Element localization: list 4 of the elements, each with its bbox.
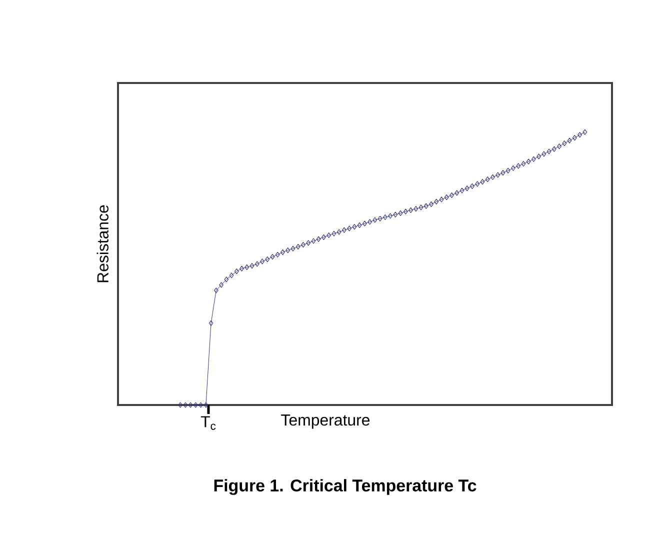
x-axis-title: Temperature [281, 414, 370, 429]
caption: Figure 1. Critical Temperature Tc [214, 479, 476, 495]
y-axis-title: Resistance [96, 205, 108, 282]
text: T$_{c}$ [200, 416, 216, 430]
